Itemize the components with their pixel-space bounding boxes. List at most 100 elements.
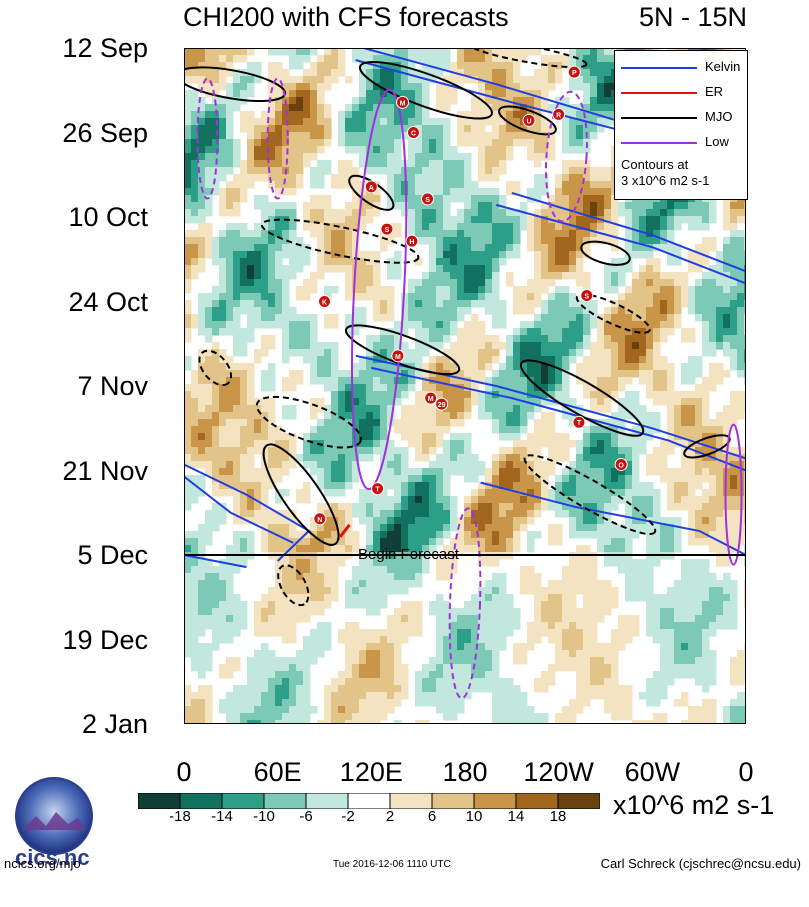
shade-cell [401,489,409,497]
shade-cell [261,405,269,413]
shade-cell [338,258,346,266]
shade-cell [625,265,633,273]
shade-cell [527,328,535,336]
shade-cell [184,573,192,581]
shade-cell [499,230,507,238]
shade-cell [233,531,241,539]
shade-cell [667,405,675,413]
shade-cell [555,272,563,280]
shade-cell [359,111,367,119]
shade-cell [604,496,612,504]
shade-cell [471,342,479,350]
shade-cell [604,587,612,595]
shade-cell [394,111,402,119]
shade-cell [303,538,311,546]
shade-cell [478,496,486,504]
shade-cell [247,328,255,336]
shade-cell [436,573,444,581]
shade-cell [268,223,276,231]
shade-cell [366,48,374,56]
shade-cell [226,405,234,413]
shade-cell [380,489,388,497]
shade-cell [576,517,584,525]
shade-cell [345,139,353,147]
shade-cell [219,510,227,518]
shade-cell [247,419,255,427]
shade-cell [520,503,528,511]
shade-cell [653,524,661,532]
shade-cell [562,342,570,350]
shade-cell [520,321,528,329]
shade-cell [485,258,493,266]
shade-cell [485,90,493,98]
shade-cell [674,244,682,252]
shade-cell [366,335,374,343]
shade-cell [506,209,514,217]
shade-cell [247,90,255,98]
shade-cell [310,433,318,441]
shade-cell [338,223,346,231]
shade-cell [450,328,458,336]
shade-cell [471,321,479,329]
shade-cell [205,594,213,602]
shade-cell [450,566,458,574]
shade-cell [240,426,248,434]
shade-cell [240,90,248,98]
shade-cell [226,475,234,483]
shade-cell [191,265,199,273]
shade-cell [471,517,479,525]
shade-cell [541,237,549,245]
shade-cell [597,545,605,553]
shade-cell [380,370,388,378]
shade-cell [275,454,283,462]
shade-cell [611,244,619,252]
shade-cell [625,587,633,595]
shade-cell [555,489,563,497]
shade-cell [492,559,500,567]
shade-cell [205,118,213,126]
shade-cell [716,489,724,497]
shade-cell [457,433,465,441]
shade-cell [646,524,654,532]
shade-cell [373,314,381,322]
shade-cell [422,132,430,140]
shade-cell [527,384,535,392]
shade-cell [443,503,451,511]
shade-cell [212,314,220,322]
shade-cell [415,391,423,399]
shade-cell [471,118,479,126]
shade-cell [667,538,675,546]
shade-cell [247,426,255,434]
shade-cell [688,328,696,336]
shade-cell [548,433,556,441]
shade-cell [198,48,206,56]
shade-cell [373,55,381,63]
shade-cell [443,258,451,266]
shade-cell [219,594,227,602]
shade-cell [611,384,619,392]
shade-cell [212,104,220,112]
shade-cell [485,272,493,280]
shade-cell [583,510,591,518]
shade-cell [338,139,346,147]
shade-cell [275,447,283,455]
shade-cell [667,517,675,525]
shade-cell [583,321,591,329]
shade-cell [282,461,290,469]
shade-cell [569,349,577,357]
shade-cell [618,489,626,497]
shade-cell [247,244,255,252]
shade-cell [352,307,360,315]
shade-cell [338,377,346,385]
shade-cell [464,216,472,224]
shade-cell [569,307,577,315]
shade-cell [219,258,227,266]
shade-cell [247,118,255,126]
shade-cell [520,97,528,105]
shade-cell [387,475,395,483]
shade-cell [527,363,535,371]
shade-cell [716,265,724,273]
shade-cell [702,293,710,301]
shade-cell [226,258,234,266]
shade-cell [562,146,570,154]
